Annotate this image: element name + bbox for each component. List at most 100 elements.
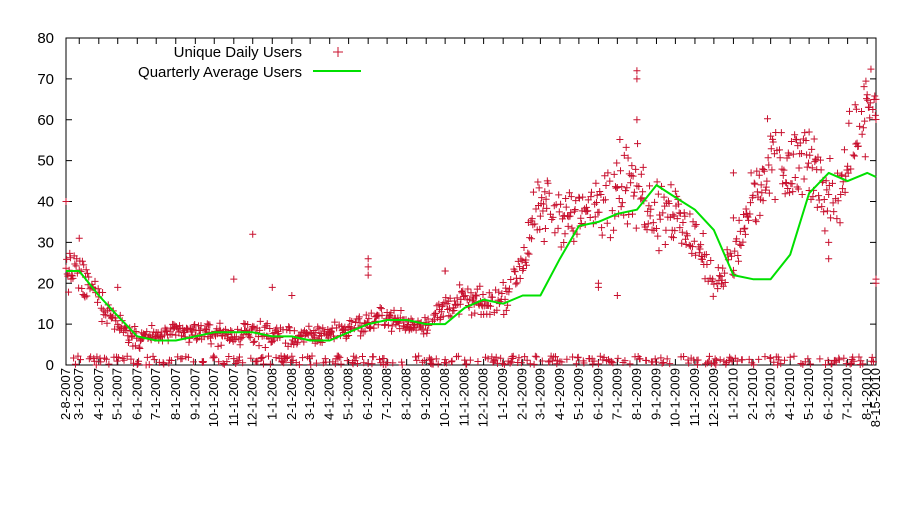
data-point bbox=[760, 167, 768, 175]
data-point bbox=[235, 353, 243, 361]
data-point bbox=[859, 124, 867, 132]
data-point bbox=[529, 188, 537, 196]
data-point bbox=[526, 360, 534, 368]
data-point bbox=[501, 295, 509, 303]
x-tick-label: 10-1-2008 bbox=[437, 368, 452, 427]
data-point bbox=[712, 357, 720, 365]
data-point bbox=[564, 222, 572, 230]
data-point bbox=[70, 354, 78, 362]
data-point bbox=[872, 115, 880, 123]
data-point bbox=[335, 352, 343, 360]
data-point bbox=[355, 313, 363, 321]
data-point bbox=[872, 95, 880, 103]
data-point bbox=[579, 193, 587, 201]
data-point bbox=[623, 184, 631, 192]
x-tick-label: 7-1-2008 bbox=[379, 368, 394, 420]
data-point bbox=[533, 353, 541, 361]
data-point bbox=[695, 249, 703, 257]
data-point bbox=[749, 191, 757, 199]
data-point bbox=[828, 179, 836, 187]
data-point bbox=[628, 210, 636, 218]
data-point bbox=[386, 312, 394, 320]
data-point bbox=[112, 317, 120, 325]
data-point bbox=[628, 162, 636, 170]
data-point bbox=[567, 209, 575, 217]
data-point bbox=[681, 235, 689, 243]
data-point bbox=[646, 182, 654, 190]
data-point bbox=[633, 75, 641, 83]
data-point bbox=[742, 205, 750, 213]
data-point bbox=[570, 237, 578, 245]
data-point bbox=[293, 340, 301, 348]
data-point bbox=[753, 188, 761, 196]
x-tick-label: 11-1-2008 bbox=[457, 368, 472, 426]
data-point bbox=[249, 322, 257, 330]
data-point bbox=[492, 353, 500, 361]
data-point bbox=[423, 329, 431, 337]
x-tick-label: 12-1-2007 bbox=[245, 368, 260, 427]
data-point bbox=[381, 320, 389, 328]
data-point bbox=[413, 356, 421, 364]
data-point bbox=[834, 197, 842, 205]
data-point bbox=[495, 288, 503, 296]
data-point bbox=[767, 354, 775, 362]
data-point bbox=[466, 356, 474, 364]
data-point bbox=[265, 352, 272, 360]
data-point bbox=[624, 154, 632, 162]
data-point bbox=[666, 360, 674, 368]
data-point bbox=[618, 183, 626, 191]
data-point bbox=[816, 355, 824, 363]
data-point bbox=[703, 261, 711, 269]
data-point bbox=[453, 294, 461, 302]
data-point bbox=[239, 359, 247, 367]
legend-label-quarterly: Quarterly Average Users bbox=[138, 64, 302, 81]
data-point bbox=[336, 353, 344, 361]
data-point bbox=[245, 332, 253, 340]
data-point bbox=[331, 318, 339, 326]
x-tick-label: 4-1-2008 bbox=[322, 368, 337, 420]
data-point bbox=[668, 233, 676, 241]
x-tick-label: 3-1-2009 bbox=[532, 368, 547, 420]
data-point bbox=[168, 330, 176, 338]
data-point bbox=[745, 216, 753, 224]
data-point bbox=[551, 229, 559, 237]
data-point bbox=[803, 163, 811, 171]
data-point bbox=[246, 334, 254, 342]
data-point bbox=[655, 247, 663, 255]
data-point bbox=[751, 180, 759, 188]
data-point bbox=[261, 323, 269, 331]
data-point bbox=[662, 226, 670, 234]
data-point bbox=[358, 352, 366, 360]
data-point bbox=[608, 207, 616, 215]
data-point bbox=[75, 234, 83, 242]
data-point bbox=[321, 355, 329, 363]
data-point bbox=[160, 360, 168, 368]
data-point bbox=[635, 183, 643, 191]
data-point bbox=[852, 105, 860, 113]
data-point bbox=[143, 353, 151, 361]
data-point bbox=[531, 220, 539, 228]
data-point bbox=[369, 353, 377, 361]
data-point bbox=[474, 357, 482, 365]
data-point bbox=[524, 249, 532, 257]
data-point bbox=[299, 354, 307, 362]
data-point bbox=[709, 275, 717, 283]
data-point bbox=[233, 358, 241, 366]
data-point bbox=[308, 352, 316, 360]
data-point bbox=[805, 128, 813, 136]
data-point bbox=[223, 358, 231, 366]
data-point bbox=[601, 196, 609, 204]
data-point bbox=[824, 356, 832, 364]
data-point bbox=[804, 355, 812, 363]
data-point bbox=[740, 225, 748, 233]
y-tick-label: 50 bbox=[37, 153, 54, 170]
data-point bbox=[626, 360, 634, 368]
data-point bbox=[789, 188, 797, 196]
data-point bbox=[266, 325, 274, 333]
data-point bbox=[762, 183, 770, 191]
data-point bbox=[586, 214, 594, 222]
data-point bbox=[797, 359, 805, 367]
data-point bbox=[752, 218, 760, 226]
data-point bbox=[846, 360, 854, 368]
x-tick-label: 9-1-2008 bbox=[418, 368, 433, 420]
